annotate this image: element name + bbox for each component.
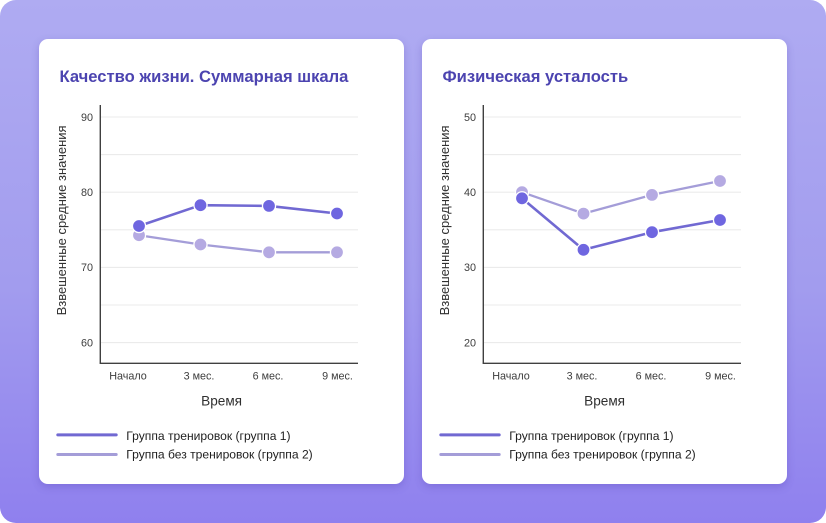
svg-text:30: 30 [464,262,476,274]
svg-text:Группа тренировок (группа 1): Группа тренировок (группа 1) [509,429,673,443]
svg-text:Время: Время [584,394,625,409]
svg-text:Физическая усталость: Физическая усталость [443,67,629,86]
svg-text:Начало: Начало [109,371,147,383]
svg-text:Взвешенные средние значения: Взвешенные средние значения [437,125,452,315]
svg-text:Начало: Начало [492,371,530,383]
svg-text:6 мес.: 6 мес. [253,371,284,383]
svg-text:70: 70 [81,262,93,274]
svg-text:60: 60 [81,337,93,349]
svg-text:90: 90 [81,112,93,124]
svg-text:Группа без тренировок (группа: Группа без тренировок (группа 2) [509,447,695,461]
svg-text:6 мес.: 6 мес. [636,371,667,383]
svg-text:3 мес.: 3 мес. [567,371,598,383]
svg-text:20: 20 [464,337,476,349]
svg-text:Взвешенные средние значения: Взвешенные средние значения [54,125,69,315]
svg-text:Группа без тренировок (группа: Группа без тренировок (группа 2) [126,447,312,461]
svg-text:40: 40 [464,187,476,199]
svg-text:3 мес.: 3 мес. [184,371,215,383]
svg-text:9 мес.: 9 мес. [705,371,736,383]
svg-text:Группа тренировок (группа 1): Группа тренировок (группа 1) [126,429,290,443]
svg-text:80: 80 [81,187,93,199]
svg-text:50: 50 [464,112,476,124]
svg-text:9 мес.: 9 мес. [322,371,353,383]
svg-text:Время: Время [201,394,242,409]
svg-text:Качество жизни. Суммарная шкал: Качество жизни. Суммарная шкала [60,67,350,86]
